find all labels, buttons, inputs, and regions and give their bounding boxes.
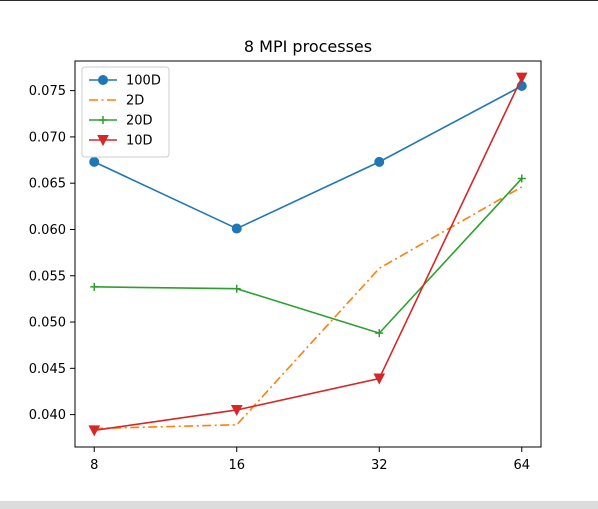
- legend-label: 2D: [126, 94, 144, 109]
- y-axis: 0.040 0.045 0.050 0.055 0.060 0.065 0.070 0.075: [29, 84, 75, 423]
- y-tick-label: 0.055: [29, 269, 66, 284]
- legend-label: 10D: [126, 134, 153, 149]
- series-10d-point: [373, 373, 386, 385]
- x-tick-label: 64: [513, 458, 530, 473]
- series-line-10d: [94, 77, 523, 432]
- series-100d-point: [374, 156, 385, 167]
- legend-item-10d: 10D: [89, 134, 153, 149]
- legend-item-20d: 20D: [89, 114, 153, 129]
- series-line-2d: [94, 186, 523, 430]
- series-2d: [94, 186, 523, 430]
- series-100d: [89, 80, 527, 234]
- legend-label: 20D: [126, 114, 153, 129]
- legend: 100D 2D 20D 10D: [81, 66, 170, 158]
- y-tick-label: 0.075: [29, 84, 66, 99]
- series-10d: [88, 72, 528, 437]
- series-20d: [90, 174, 526, 338]
- y-tick-label: 0.065: [29, 177, 66, 192]
- series-10d-point: [88, 425, 101, 437]
- legend-label: 100D: [126, 74, 161, 89]
- x-tick-label: 8: [90, 458, 98, 473]
- x-axis: 8 16 32 64: [90, 447, 530, 473]
- y-tick-label: 0.050: [29, 316, 66, 331]
- series-20d-point: [90, 282, 99, 291]
- x-tick-label: 32: [371, 458, 388, 473]
- y-tick-label: 0.040: [29, 408, 66, 423]
- series-20d-point: [517, 174, 526, 183]
- bottom-status-bar: [0, 501, 598, 509]
- legend-point: [98, 75, 108, 85]
- top-divider: [0, 0, 598, 1]
- series-10d-point: [230, 404, 243, 417]
- series-line-20d: [94, 178, 523, 335]
- legend-box: [81, 66, 170, 158]
- series-10d-point: [515, 72, 528, 84]
- series-100d-point: [89, 156, 100, 167]
- legend-item-2d: 2D: [89, 94, 144, 109]
- y-tick-label: 0.060: [29, 223, 66, 238]
- series-100d-point: [231, 223, 242, 234]
- legend-item-100d: 100D: [89, 74, 161, 89]
- legend-point: [99, 116, 107, 124]
- series-20d-point: [375, 329, 384, 338]
- y-tick-label: 0.070: [29, 130, 66, 145]
- x-tick-label: 16: [228, 458, 245, 473]
- legend-point: [97, 135, 109, 147]
- chart-title: 8 MPI processes: [244, 37, 372, 56]
- y-tick-label: 0.045: [29, 362, 66, 377]
- plot-frame: [74, 60, 542, 448]
- series-20d-point: [232, 284, 241, 293]
- series-line-100d: [93, 85, 523, 230]
